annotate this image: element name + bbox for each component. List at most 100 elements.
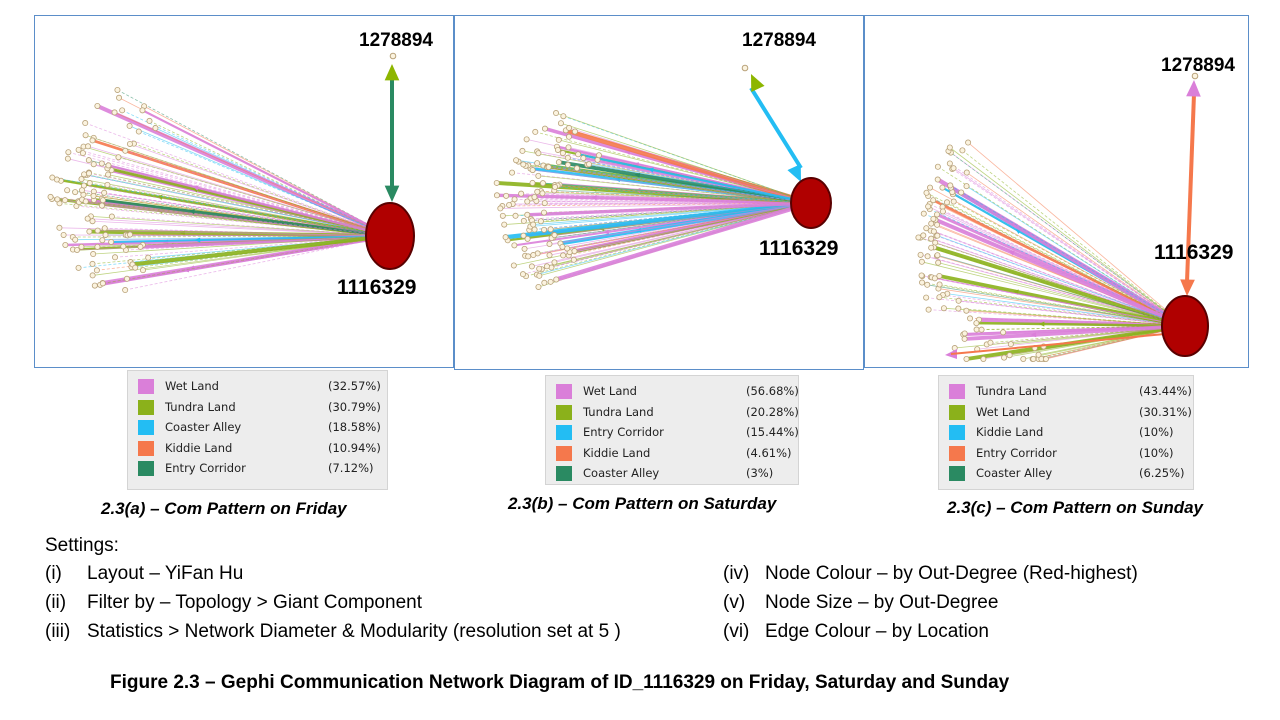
legend-swatch (138, 379, 154, 394)
leaf-node (101, 225, 108, 232)
leaf-node (546, 241, 553, 248)
leaf-node (946, 160, 953, 167)
node-label-top: 1278894 (742, 30, 816, 51)
leaf-node (520, 232, 527, 239)
legend-entry: Kiddie Land (10%) (949, 423, 1187, 443)
legend-swatch (949, 466, 965, 481)
leaf-node (961, 335, 968, 342)
leaf-node (74, 246, 81, 253)
edge-arrowhead (648, 167, 654, 173)
leaf-node (973, 326, 980, 333)
top-node (1191, 72, 1199, 80)
leaf-node (47, 193, 54, 200)
leaf-node (139, 107, 146, 114)
leaf-node (551, 259, 558, 266)
leaf-node (940, 305, 947, 312)
leaf-node (54, 196, 61, 203)
leaf-node (1006, 352, 1013, 359)
leaf-node (963, 169, 970, 176)
leaf-node (546, 252, 553, 259)
legend-swatch (556, 466, 572, 481)
node-label-hub: 1116329 (759, 237, 839, 260)
caption-saturday: 2.3(b) – Com Pattern on Saturday (508, 494, 777, 513)
legend-percentage: (7.12%) (328, 461, 374, 475)
leaf-node (99, 237, 106, 244)
leaf-node (934, 163, 941, 170)
edge-arrowhead (603, 229, 610, 235)
legend-label: Kiddie Land (583, 445, 651, 460)
setting-text: Statistics > Network Diameter & Modulari… (87, 621, 621, 642)
leaf-node (531, 194, 538, 201)
leaf-node (535, 283, 542, 290)
legend-label: Entry Corridor (165, 461, 246, 475)
leaf-node (101, 189, 108, 196)
leaf-node (958, 189, 965, 196)
leaf-node (1042, 355, 1049, 362)
leaf-node (520, 217, 527, 224)
leaf-node (936, 294, 943, 301)
leaf-node (94, 243, 101, 250)
leaf-node (90, 251, 97, 258)
setting-text: Node Size – by Out-Degree (765, 592, 999, 613)
outgoing-edge (950, 333, 1166, 355)
leaf-node (559, 150, 566, 157)
leaf-node (81, 171, 88, 178)
leaf-node (137, 243, 144, 250)
leaf-node (536, 272, 543, 279)
leaf-node (934, 176, 941, 183)
legend-label: Tundra Land (976, 384, 1047, 398)
leaf-node (928, 220, 935, 227)
legend-entry: Entry Corridor (10%) (949, 444, 1187, 464)
leaf-node (493, 192, 500, 199)
legend-percentage: (10.94%) (328, 440, 381, 455)
leaf-node (139, 267, 146, 274)
leaf-node (918, 258, 925, 265)
legend-entry: Wet Land (32.57%) (138, 377, 381, 397)
leaf-node (82, 132, 89, 139)
leaf-node (56, 224, 63, 231)
leaf-node (98, 202, 105, 209)
leaf-node (545, 164, 552, 171)
edge-arrowhead (1008, 250, 1015, 256)
link-arrowhead (384, 185, 400, 202)
legend-saturday: Wet Land (56.68%) Tundra Land (20.28%) Entry… (545, 375, 799, 485)
leaf-node (502, 234, 509, 241)
legend-percentage: (18.58%) (328, 420, 381, 434)
leaf-node (973, 320, 980, 327)
leaf-node (928, 235, 935, 242)
leaf-node (90, 192, 97, 199)
legend-friday: Wet Land (32.57%) Tundra Land (30.79%) Coast… (127, 370, 388, 490)
leaf-node (99, 280, 106, 287)
leaf-node (961, 330, 968, 337)
leaf-node (105, 162, 112, 169)
leaf-node (98, 160, 105, 167)
legend-swatch (556, 425, 572, 440)
leaf-node (86, 180, 93, 187)
setting-text: Layout – YiFan Hu (87, 563, 244, 584)
leaf-node (564, 161, 571, 168)
leaf-node (557, 120, 564, 127)
legend-percentage: (10%) (1139, 425, 1174, 439)
leaf-node (146, 117, 153, 124)
leaf-node (920, 210, 927, 217)
caption-sunday: 2.3(c) – Com Pattern on Sunday (947, 498, 1203, 517)
leaf-node (104, 181, 111, 188)
leaf-node (99, 197, 106, 204)
leaf-node (570, 256, 577, 263)
legend-swatch (949, 445, 965, 461)
leaf-node (1000, 329, 1007, 336)
top-node (741, 64, 749, 72)
legend-label: Kiddie Land (165, 440, 233, 455)
leaf-node (524, 235, 531, 242)
leaf-node (541, 226, 548, 233)
leaf-node (535, 172, 542, 179)
link-arrowhead (787, 164, 801, 182)
leaf-node (566, 124, 573, 131)
leaf-node (987, 339, 994, 346)
legend-swatch (949, 404, 965, 420)
legend-entry: Coaster Alley (18.58%) (138, 418, 381, 438)
leaf-node (963, 307, 970, 314)
leaf-node (86, 170, 93, 177)
leaf-node (967, 315, 974, 322)
leaf-node (79, 150, 86, 157)
